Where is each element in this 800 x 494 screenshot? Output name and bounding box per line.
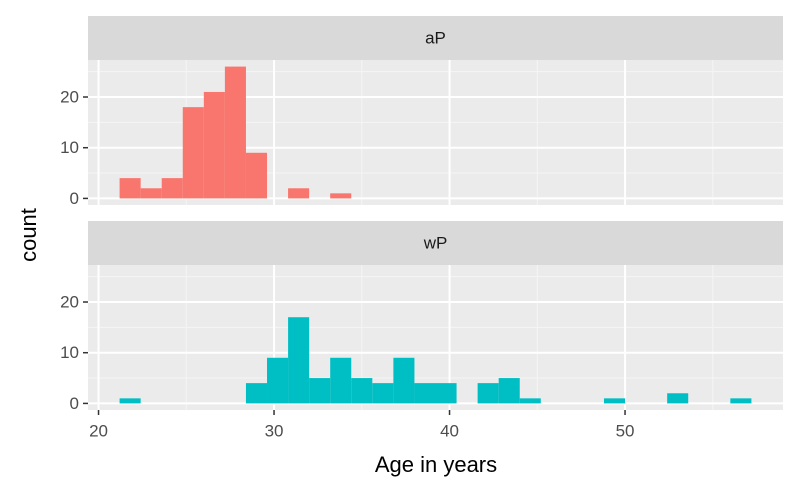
- y-tick-label: 20: [60, 292, 79, 311]
- bar: [372, 383, 394, 404]
- x-tick-label: 50: [616, 421, 635, 440]
- y-tick-label: 20: [60, 87, 79, 106]
- bar: [161, 178, 183, 199]
- bar: [414, 383, 436, 404]
- bar: [224, 66, 246, 199]
- bar: [351, 378, 373, 404]
- bar: [119, 398, 141, 404]
- bar: [119, 178, 141, 199]
- bar: [140, 188, 162, 199]
- bar: [245, 383, 268, 404]
- facet-strip: [88, 221, 783, 265]
- bar: [730, 398, 752, 404]
- x-tick-label: 20: [89, 421, 108, 440]
- bar: [435, 383, 457, 404]
- bar: [245, 152, 268, 199]
- bar: [288, 317, 310, 404]
- bar: [393, 357, 415, 404]
- x-tick-label: 40: [440, 421, 459, 440]
- bar: [309, 378, 331, 404]
- facet-label: aP: [425, 28, 446, 47]
- bar: [498, 378, 520, 404]
- y-tick-label: 10: [60, 343, 79, 362]
- x-axis-title: Age in years: [375, 452, 497, 477]
- bar: [667, 393, 689, 404]
- bar: [203, 91, 225, 199]
- x-tick-label: 30: [265, 421, 284, 440]
- y-tick-label: 0: [70, 394, 79, 413]
- bar: [330, 357, 352, 404]
- facet-label: wP: [423, 233, 448, 252]
- bar: [267, 357, 289, 404]
- y-tick-label: 0: [70, 189, 79, 208]
- y-tick-label: 10: [60, 138, 79, 157]
- bar: [519, 398, 541, 404]
- bar: [603, 398, 626, 404]
- bar: [477, 383, 499, 404]
- facet-strip: [88, 16, 783, 60]
- bar: [182, 107, 204, 199]
- bar: [288, 188, 310, 199]
- y-axis-title: count: [16, 208, 41, 262]
- bar: [330, 193, 352, 199]
